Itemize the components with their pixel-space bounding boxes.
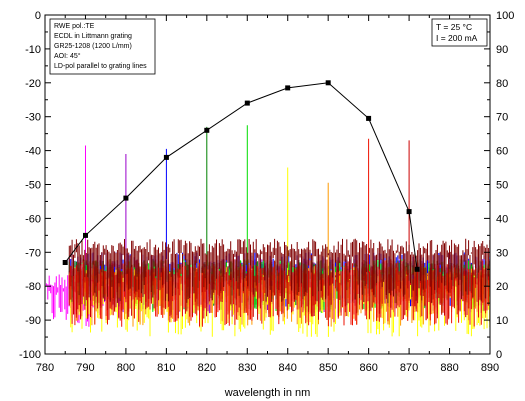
- y-tick-label: -20: [25, 78, 41, 90]
- y2-tick-label: 50: [496, 180, 508, 192]
- annotation-line: RWE pol.:TE: [54, 23, 95, 30]
- annotation-line: ECDL in Littmann grating: [54, 33, 132, 40]
- annotation-box-right-frame: [431, 18, 488, 47]
- x-tick-label: 790: [76, 362, 94, 374]
- x-tick-label: 840: [279, 362, 297, 374]
- spectrum-line: [68, 138, 490, 327]
- spectrum-line: [68, 140, 490, 320]
- y2-tick-label: 90: [496, 44, 508, 56]
- x-tick-label: 820: [198, 362, 216, 374]
- power-point: [62, 260, 68, 265]
- power-curve-line: [64, 82, 418, 270]
- x-tick-label: 890: [481, 362, 499, 374]
- axes-layer: 780 790 800 810 820 830 840 850 860 870 880 890-100…: [19, 10, 514, 374]
- power-point: [285, 85, 291, 91]
- y2-tick-label: 80: [496, 78, 508, 90]
- annotation-box-right: T = 25 °C I = 200 mA: [431, 18, 488, 47]
- power-point: [123, 195, 129, 201]
- annotation-line: I = 200 mA: [436, 33, 478, 43]
- spectrum-line: [68, 148, 490, 307]
- y2-tick-label: 10: [496, 315, 508, 327]
- power-point: [325, 80, 331, 86]
- x-tick-label: 850: [319, 362, 337, 374]
- y2-tick-label: 20: [496, 281, 508, 293]
- y-tick-label: -100: [19, 349, 41, 361]
- annotation-box-left: RWE pol.:TE ECDL in Littmann grating GR2…: [49, 18, 156, 75]
- y-tick-label: -30: [25, 112, 41, 124]
- power-point: [163, 154, 169, 160]
- y-tick-label: -50: [25, 180, 41, 192]
- power-point: [204, 127, 210, 133]
- x-tick-label: 870: [400, 362, 418, 374]
- x-tick-label: 830: [238, 362, 256, 374]
- spectrum-line: [68, 154, 490, 314]
- y-tick-label: -60: [25, 213, 41, 225]
- spectra-layer: [45, 125, 490, 337]
- y-tick-label: -70: [25, 247, 41, 259]
- annotation-line: T = 25 °C: [436, 22, 472, 32]
- y-tick-label: -80: [25, 281, 41, 293]
- x-axis-title: wavelength in nm: [224, 387, 311, 399]
- y2-tick-label: 0: [496, 349, 502, 361]
- spectrum-line: [68, 238, 490, 304]
- spectrum-line: [68, 167, 490, 337]
- y2-tick-label: 30: [496, 247, 508, 259]
- y-tick-label: -90: [25, 315, 41, 327]
- y2-tick-label: 40: [496, 213, 508, 225]
- annotation-line: LD-pol parallel to grating lines: [54, 63, 147, 70]
- x-tick-label: 810: [157, 362, 175, 374]
- spectrum-line: [68, 182, 490, 327]
- power-point: [366, 115, 372, 121]
- annotation-line: AOI: 45°: [54, 52, 81, 60]
- y-tick-label: -40: [25, 146, 41, 158]
- x-tick-label: 880: [440, 362, 458, 374]
- y2-tick-label: 70: [496, 112, 508, 124]
- power-point: [414, 266, 420, 272]
- power-point: [83, 232, 88, 238]
- spectrum-line: [68, 125, 490, 314]
- y-tick-label: 0: [35, 10, 41, 22]
- y2-tick-label: 60: [496, 146, 508, 158]
- y-tick-label: -10: [25, 44, 41, 56]
- annotation-box-left-frame: [49, 18, 156, 75]
- x-tick-label: 800: [117, 362, 135, 374]
- power-point: [244, 100, 250, 106]
- power-point: [406, 209, 412, 215]
- annotation-line: GR25-1208 (1200 L/mm): [54, 43, 132, 50]
- x-tick-label: 860: [359, 362, 377, 374]
- spectrum-line: [68, 126, 490, 310]
- y2-tick-label: 100: [496, 10, 514, 22]
- x-tick-label: 780: [36, 362, 54, 374]
- power-curve-layer: [62, 80, 420, 272]
